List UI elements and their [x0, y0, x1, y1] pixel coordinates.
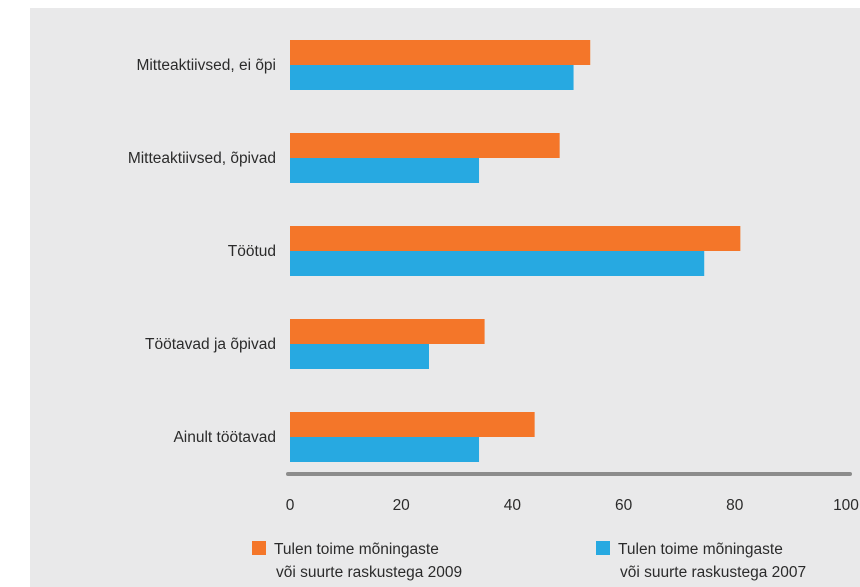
bar-series-2-2	[290, 158, 480, 183]
bar-series-1-1	[290, 40, 591, 65]
bar-series-1-3	[290, 226, 741, 251]
legend-label-2: Tulen toime mõningaste	[618, 541, 783, 558]
category-label: Mitteaktiivsed, ei õpi	[136, 57, 276, 74]
bar-series-1-2	[290, 133, 560, 158]
x-tick-label: 40	[504, 497, 522, 514]
x-tick-label: 100	[833, 497, 859, 514]
bar-chart: Mitteaktiivsed, ei õpi Mitteaktiivsed, õp…	[128, 40, 859, 581]
x-tick-label: 20	[393, 497, 411, 514]
category-label: Töötud	[228, 243, 276, 260]
x-tick-label: 0	[286, 497, 295, 514]
chart-panel: Mitteaktiivsed, ei õpi Mitteaktiivsed, õp…	[30, 8, 860, 587]
bar-series-2-4	[290, 344, 429, 369]
legend-label-2: või suurte raskustega 2007	[620, 564, 806, 581]
category-label: Mitteaktiivsed, õpivad	[128, 150, 276, 167]
legend-swatch-1	[252, 541, 266, 555]
x-tick-label: 60	[615, 497, 633, 514]
category-label: Ainult töötavad	[173, 429, 276, 446]
legend-label-1: või suurte raskustega 2009	[276, 564, 462, 581]
bar-series-1-4	[290, 319, 485, 344]
bar-series-2-3	[290, 251, 705, 276]
category-label: Töötavad ja õpivad	[145, 336, 276, 353]
x-tick-label: 80	[726, 497, 744, 514]
legend-label-1: Tulen toime mõningaste	[274, 541, 439, 558]
bar-series-2-1	[290, 65, 574, 90]
bar-series-2-5	[290, 437, 480, 462]
bar-series-1-5	[290, 412, 535, 437]
legend-swatch-2	[596, 541, 610, 555]
